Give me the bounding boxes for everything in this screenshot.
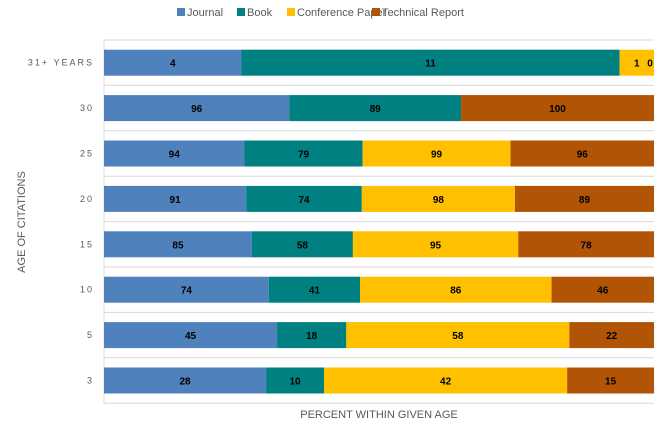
bar-segment <box>352 231 519 258</box>
bar-segment <box>104 95 290 122</box>
bars: 4111096890100947999969174988985589578744… <box>104 49 654 394</box>
bar-segment <box>360 276 552 303</box>
legend-label: Journal <box>187 7 223 19</box>
bar-segment <box>569 322 654 349</box>
legend-label: Conference Paper <box>297 7 387 19</box>
bar-segment <box>567 367 654 394</box>
bar-segment <box>277 322 347 349</box>
bar-segment <box>246 185 362 212</box>
y-tick-label: 30 <box>80 103 94 113</box>
legend-swatch <box>177 8 185 16</box>
data-label: 96 <box>577 150 589 161</box>
bar-segment <box>268 276 361 303</box>
legend-label: Book <box>247 7 273 19</box>
bar-segment <box>241 49 620 76</box>
data-label: 46 <box>597 286 609 297</box>
bar-segment <box>619 49 654 76</box>
data-label: 95 <box>430 240 442 251</box>
bar-segment <box>104 322 278 349</box>
x-axis-label: PERCENT WITHIN GIVEN AGE <box>300 409 458 421</box>
bar-segment <box>251 231 353 258</box>
data-label: 18 <box>306 331 318 342</box>
data-label: 28 <box>179 377 191 388</box>
bar-segment <box>289 95 462 122</box>
bar-segment <box>104 276 269 303</box>
bar-segment <box>104 231 252 258</box>
data-label: 85 <box>172 240 184 251</box>
data-label: 74 <box>181 286 193 297</box>
data-label: 11 <box>425 59 436 70</box>
y-tick-label: 31+ YEARS <box>28 58 94 68</box>
data-label: 78 <box>581 240 593 251</box>
data-label: 45 <box>185 331 197 342</box>
bar-segment <box>461 95 654 122</box>
data-label: 0 <box>647 59 653 70</box>
data-label: 41 <box>309 286 321 297</box>
data-label: 91 <box>170 195 182 206</box>
bar-segment <box>324 367 568 394</box>
data-label: 10 <box>289 377 301 388</box>
data-label: 74 <box>298 195 310 206</box>
data-label: 4 <box>170 59 176 70</box>
bar-segment <box>362 140 511 167</box>
bar-segment <box>514 185 654 212</box>
data-label: 89 <box>579 195 591 206</box>
bar-segment <box>104 185 247 212</box>
y-tick-label: 3 <box>87 376 94 386</box>
data-label: 58 <box>452 331 464 342</box>
bar-segment <box>104 49 242 76</box>
y-tick-label: 20 <box>80 194 94 204</box>
gridlines <box>103 39 654 404</box>
data-label: 15 <box>605 377 617 388</box>
y-tick-labels: 31+ YEARS 30 25 20 15 10 5 3 <box>28 58 94 386</box>
bar-segment <box>361 185 515 212</box>
bar-segment <box>551 276 654 303</box>
data-label: 79 <box>298 150 310 161</box>
bar-segment <box>346 322 570 349</box>
bar-segment <box>104 140 245 167</box>
data-label: 42 <box>440 377 452 388</box>
legend-swatch <box>287 8 295 16</box>
data-label: 96 <box>191 104 203 115</box>
y-tick-label: 10 <box>80 285 94 295</box>
bar-segment <box>244 140 363 167</box>
y-tick-label: 5 <box>87 330 94 340</box>
data-label: 1 <box>634 59 640 70</box>
data-label: 99 <box>431 150 443 161</box>
y-axis-label: AGE OF CITATIONS <box>16 171 28 273</box>
bar-segment <box>104 367 267 394</box>
data-label: 58 <box>297 240 309 251</box>
data-label: 98 <box>433 195 445 206</box>
legend-swatch <box>372 8 380 16</box>
legend-label: Technical Report <box>382 7 464 19</box>
y-tick-label: 25 <box>80 149 94 159</box>
data-label: 86 <box>450 286 462 297</box>
bar-segment <box>266 367 324 394</box>
bar-segment <box>518 231 654 258</box>
data-label: 89 <box>370 104 382 115</box>
data-label: 100 <box>549 104 566 115</box>
legend-swatch <box>237 8 245 16</box>
y-tick-label: 15 <box>80 239 94 249</box>
data-label: 22 <box>606 331 618 342</box>
data-label: 94 <box>169 150 181 161</box>
bar-segment <box>510 140 654 167</box>
